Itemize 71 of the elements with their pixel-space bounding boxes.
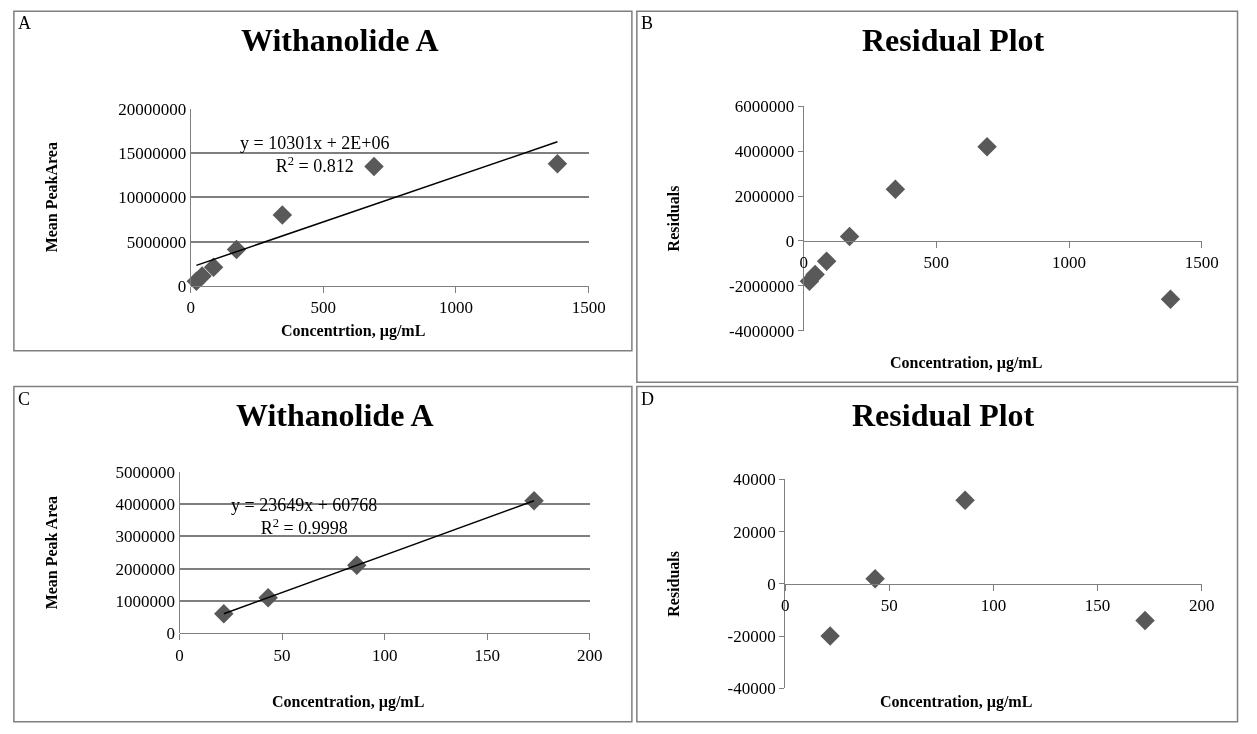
y-axis-title: Residuals	[665, 550, 683, 617]
y-tick-label: 0	[767, 574, 776, 594]
text: D	[641, 389, 654, 409]
y-axis-title: Mean PeakArea	[42, 142, 60, 253]
y-tick-label: 20000	[733, 522, 776, 542]
x-tick-label: 200	[577, 645, 603, 665]
y-tick-label: 15000000	[118, 144, 187, 164]
y-tick-label: 0	[177, 276, 187, 296]
x-tick-label: 1500	[1184, 253, 1219, 273]
point	[820, 626, 840, 646]
point	[816, 251, 837, 271]
y-tick-label: 1000000	[115, 591, 176, 611]
y-tick-label: 5000000	[126, 232, 187, 252]
x-tick-label: 50	[273, 645, 291, 665]
x-tick-label: 0	[799, 253, 808, 273]
x-tick-label: 1000	[438, 298, 473, 318]
y-axis-title: Mean Peak Area	[42, 495, 60, 610]
point	[865, 568, 885, 589]
annotation: y = 10301x + 2E+06 R$^{2}$ = 0.812	[240, 133, 390, 177]
point	[1160, 289, 1181, 310]
y-tick-label: 2000000	[115, 559, 176, 579]
text: B	[641, 13, 654, 33]
text: C	[18, 389, 31, 409]
y-tick-label: 40000	[733, 470, 776, 490]
y-tick-label: 0	[785, 231, 795, 251]
point	[1135, 610, 1155, 631]
x-axis-title: Concentration, µg/mL	[272, 693, 425, 711]
point	[272, 205, 293, 225]
x-axis-title: Concentrtion, µg/mL	[281, 322, 426, 340]
point	[955, 490, 975, 511]
y-axis-title: Residuals	[665, 185, 683, 252]
point	[885, 179, 906, 200]
x-axis-title: Concentration, µg/mL	[880, 693, 1033, 711]
chart-title: Withanolide A	[241, 22, 439, 58]
point	[214, 604, 234, 624]
x-tick-label: 200	[1188, 596, 1215, 616]
y-tick-label: -40000	[727, 679, 776, 699]
x-tick-label: 50	[880, 596, 898, 616]
chart-title: Withanolide A	[236, 397, 434, 433]
point	[192, 266, 212, 286]
y-tick-label: 4000000	[115, 494, 176, 514]
x-tick-label: 1000	[1052, 253, 1087, 273]
chart-title: Residual Plot	[852, 397, 1035, 433]
text: A	[18, 13, 31, 33]
annotation: y = 23649x + 60768 R$^{2}$ = 0.9998	[231, 495, 378, 539]
y-tick-label: 2000000	[734, 186, 795, 206]
y-tick-label: -4000000	[729, 321, 795, 341]
y-tick-label: 5000000	[115, 462, 176, 482]
y-tick-label: 10000000	[118, 188, 187, 208]
point	[839, 226, 860, 247]
y-tick-label: 4000000	[734, 142, 795, 162]
y-tick-label: 20000000	[118, 100, 187, 120]
x-axis-title: Concentration, µg/mL	[890, 354, 1043, 372]
x-tick-label: 100	[371, 645, 398, 665]
point	[977, 136, 997, 157]
x-tick-label: 500	[310, 298, 337, 318]
y-tick-label: 3000000	[115, 527, 176, 547]
x-tick-label: 150	[474, 645, 501, 665]
point	[203, 257, 224, 277]
point	[524, 490, 544, 511]
y-tick-label: 0	[166, 624, 176, 644]
y-tick-label: 6000000	[734, 97, 795, 117]
x-tick-label: 150	[1084, 596, 1111, 616]
y-tick-label: -2000000	[729, 276, 795, 296]
x-tick-label: 100	[980, 596, 1007, 616]
chart-title: Residual Plot	[862, 22, 1045, 58]
point	[364, 156, 384, 177]
y-tick-label: -20000	[727, 627, 776, 647]
x-tick-label: 1500	[571, 298, 606, 318]
x-tick-label: 500	[923, 253, 950, 273]
point	[547, 154, 568, 174]
